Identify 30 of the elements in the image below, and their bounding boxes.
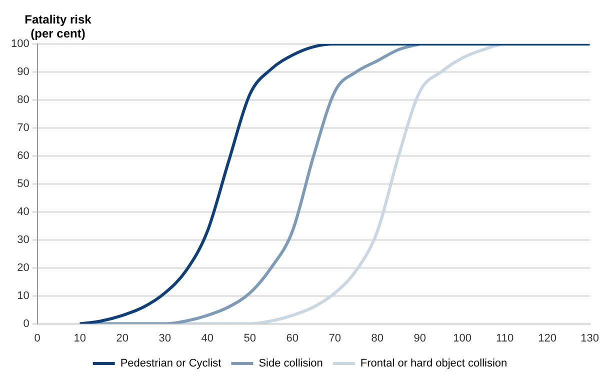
x-tick-label: 0: [34, 332, 40, 344]
x-tick-label: 30: [158, 332, 171, 344]
y-tick-label: 90: [17, 66, 30, 78]
x-tick-label: 20: [116, 332, 128, 344]
y-tick-label: 70: [17, 122, 30, 134]
x-tick-label: 100: [453, 332, 472, 344]
x-tick-label: 70: [328, 332, 341, 344]
legend-label: Side collision: [258, 358, 323, 370]
y-tick-label: 0: [23, 318, 30, 330]
legend-label: Pedestrian or Cyclist: [120, 358, 222, 370]
legend-label: Frontal or hard object collision: [360, 358, 508, 370]
x-tick-label: 110: [496, 332, 514, 344]
y-tick-label: 50: [17, 178, 30, 190]
x-tick-label: 40: [201, 332, 214, 344]
y-axis-title: Fatality risk (per cent): [24, 12, 92, 40]
x-tick-label: 50: [244, 332, 256, 344]
y-tick-label: 100: [10, 38, 30, 50]
y-tick-label: 10: [17, 290, 30, 302]
y-tick-label: 30: [17, 234, 30, 246]
line-series: [78, 44, 590, 324]
x-tick-label: 80: [371, 332, 384, 344]
x-tick-label: 120: [538, 332, 557, 344]
x-tick-label: 130: [580, 332, 600, 344]
x-tick-label: 60: [286, 332, 298, 344]
x-tick-label: 90: [414, 332, 426, 344]
y-tick-label: 80: [17, 94, 30, 106]
y-tick-label: 60: [17, 150, 30, 162]
x-tick-label: 10: [74, 332, 86, 344]
y-tick-label: 20: [17, 262, 30, 274]
y-tick-label: 40: [17, 206, 30, 218]
